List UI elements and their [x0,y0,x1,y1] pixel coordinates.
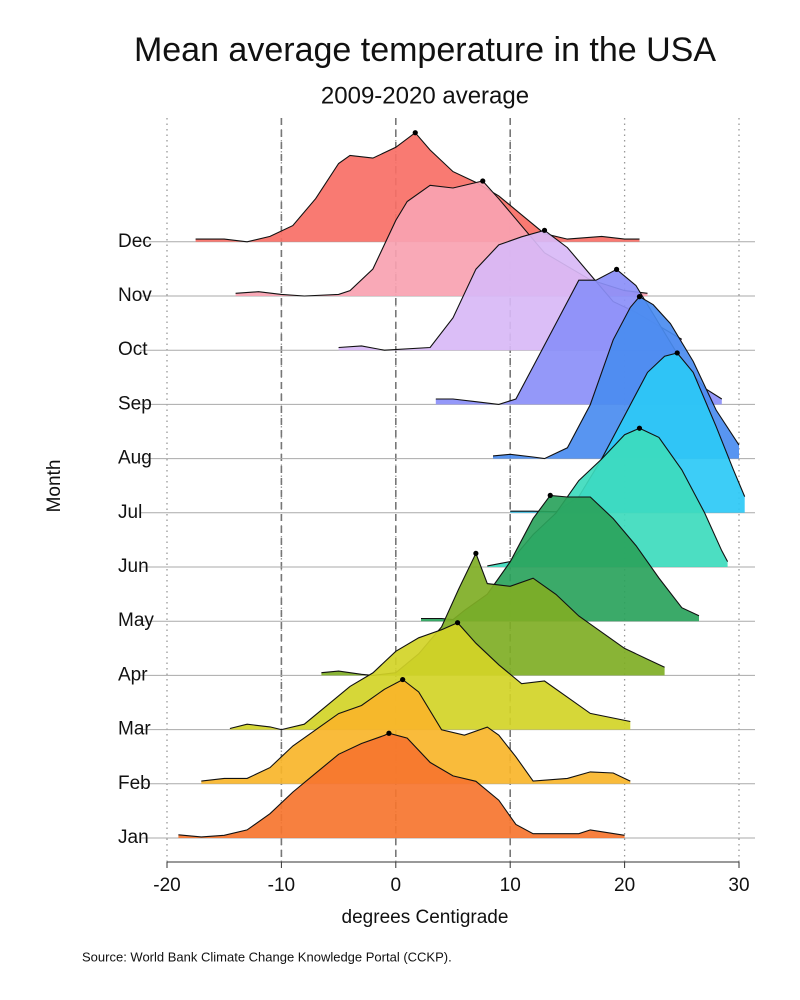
x-tick-label: 20 [614,875,635,896]
peak-dot [454,620,461,626]
y-tick-label: Sep [118,393,152,414]
x-tick-label: 30 [728,875,749,896]
peak-dot [674,350,680,356]
source-note: Source: World Bank Climate Change Knowle… [82,949,452,964]
ridge [195,130,640,243]
y-tick-label: Apr [118,664,148,685]
peak-dot [473,550,479,556]
ridge-outline [492,295,740,460]
peak-dot [386,730,392,736]
y-tick-label: May [118,610,154,631]
ridge-area [195,132,640,242]
y-tick-label: Oct [118,339,148,360]
x-axis-label: degrees Centigrade [342,907,509,928]
peak-dot [636,294,643,300]
ridge [229,620,631,731]
y-tick-label: Nov [118,285,152,306]
y-tick-label: Jan [118,827,149,848]
x-tick-label: -20 [153,875,180,896]
y-tick-label: Mar [118,719,151,740]
y-tick-label: Dec [118,231,152,252]
ridge [201,676,631,784]
peak-dot [541,227,548,233]
ridge [178,730,625,838]
y-tick-label: Feb [118,773,151,794]
y-axis-label: Month [44,460,65,513]
x-tick-label: 0 [391,875,402,896]
peak-dot [480,178,486,184]
peak-dot [412,130,418,136]
y-tick-label: Jul [118,502,142,523]
ridge-outline [201,678,631,782]
ridge-area [201,679,631,784]
peak-dot [613,266,620,272]
ridge-outline [229,622,631,731]
peak-dot [400,676,406,683]
peak-dot [547,492,553,498]
ridge-area [178,733,625,838]
y-tick-label: Aug [118,448,152,469]
x-tick-label: 10 [500,875,521,896]
peak-dot [636,425,643,431]
x-tick-label: -10 [268,875,295,896]
y-tick-label: Jun [118,556,149,577]
ridge-area [321,553,665,676]
chart-subtitle: 2009-2020 average [321,82,529,109]
ridge-area [229,622,631,730]
chart-title: Mean average temperature in the USA [134,31,716,69]
plot-area: -20 -10 0 10 20 30 Jan Feb Mar Apr May Jun Jul Aug Sep… [118,118,755,896]
